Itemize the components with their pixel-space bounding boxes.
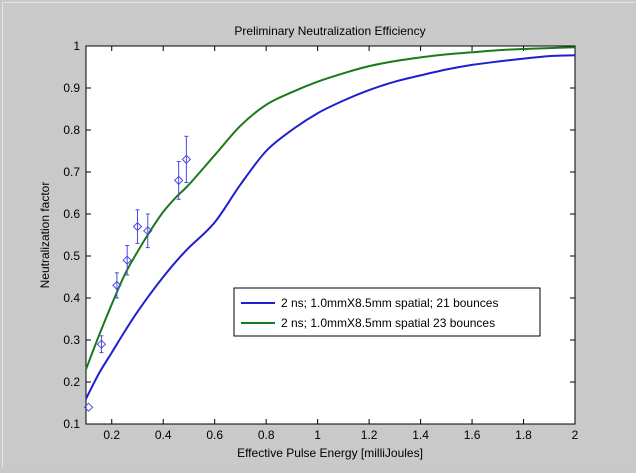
legend-box: [233, 287, 541, 337]
x-axis-label: Effective Pulse Energy [milliJoules]: [237, 446, 423, 460]
x-tick-label: 0.2: [103, 428, 120, 442]
legend-entry-series-2: 2 ns; 1.0mmX8.5mm spatial 23 bounces: [281, 316, 495, 330]
x-tick-label: 1.6: [464, 428, 481, 442]
x-tick-label: 0.6: [206, 428, 223, 442]
data-point-diamond: [122, 255, 132, 265]
y-tick-label: 0.2: [63, 375, 80, 389]
data-point-diamond: [96, 339, 107, 349]
x-tick-label: 1.4: [412, 428, 429, 442]
y-tick-label: 0.6: [63, 207, 80, 221]
data-point-diamond: [143, 226, 153, 236]
y-tick-label: 0.8: [63, 123, 80, 137]
series-line-2: [85, 46, 576, 370]
x-tick-label: 0.8: [258, 428, 275, 442]
data-point-diamond: [132, 221, 143, 232]
y-tick-label: 0.4: [63, 291, 80, 305]
y-tick-label: 0.9: [63, 81, 80, 95]
data-point-diamond: [83, 402, 94, 412]
y-tick-label: 0.3: [63, 333, 80, 347]
legend: 2 ns; 1.0mmX8.5mm spatial; 21 bounces 2 …: [233, 287, 541, 337]
y-tick-label: 0.5: [63, 249, 80, 263]
x-tick-label: 1.2: [361, 428, 378, 442]
chart: Preliminary Neutralization Efficiency Ef…: [38, 24, 579, 460]
x-tick-label: 1: [314, 428, 321, 442]
data-point-diamond: [173, 175, 184, 186]
legend-entry-series-1: 2 ns; 1.0mmX8.5mm spatial; 21 bounces: [281, 296, 498, 310]
x-tick-label: 0.4: [155, 428, 172, 442]
y-tick-label: 0.1: [63, 417, 80, 431]
chart-title: Preliminary Neutralization Efficiency: [234, 24, 425, 38]
axis-ticks: 0.2 0.4 0.6 0.8 1 1.2 1.4 1.6 1.8 2 0.1 0.2 0.3 0.4 0.…: [63, 39, 578, 442]
data-points: [83, 135, 192, 412]
y-tick-label: 0.7: [63, 165, 80, 179]
data-point-diamond: [181, 154, 192, 165]
y-tick-label: 1: [73, 39, 80, 53]
plot-area: [85, 45, 576, 425]
x-tick-label: 2: [572, 428, 579, 442]
series-line-1: [85, 54, 576, 400]
y-axis-label: Neutralization factor: [38, 182, 52, 289]
x-tick-label: 1.8: [515, 428, 532, 442]
data-point-diamond: [112, 280, 122, 291]
series-lines: [85, 46, 576, 400]
